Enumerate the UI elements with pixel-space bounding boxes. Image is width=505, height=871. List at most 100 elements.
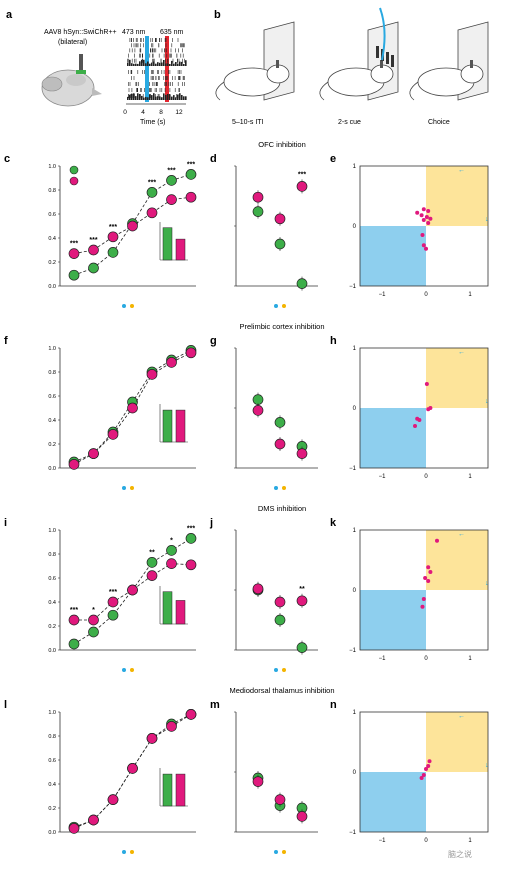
y-tick-label: 1.0 — [48, 346, 56, 352]
time-tick: 8 — [159, 109, 163, 116]
psth-bar — [163, 60, 165, 66]
psth-bar — [177, 63, 179, 66]
row-0: OFC inhibition c 0.0 0.2 0.4 0.6 0.8 1.0 *** *** *… — [4, 140, 489, 308]
psth-bar — [175, 97, 177, 100]
psth-bar — [151, 62, 153, 66]
psth-bar — [131, 63, 133, 66]
psth-bar — [169, 94, 171, 100]
panel-letter-n: n — [330, 699, 337, 711]
positive-quadrant — [426, 530, 488, 590]
panel-letter-m: m — [210, 699, 220, 711]
preference-point — [426, 764, 431, 768]
x-tick-label: 0 — [424, 474, 428, 480]
latency-point-inhibition — [252, 405, 264, 416]
point-inhibition — [166, 357, 177, 368]
arrow-down-icon: ↓ — [485, 216, 489, 223]
implant — [380, 60, 383, 68]
preference-point — [420, 604, 425, 609]
behavior-illustrations — [215, 7, 489, 101]
latency-point-no_inhibition — [296, 642, 308, 653]
significance-marker: *** — [89, 237, 97, 244]
odor-drop-icon — [282, 850, 286, 854]
psth-bar — [153, 61, 155, 66]
wavelength-blue: 473 nm — [122, 29, 146, 36]
psth-bar — [133, 63, 135, 66]
time-axis-ticks: 0 4 8 12 — [123, 109, 183, 116]
odor-drop-icon — [130, 486, 134, 490]
psth-bar — [141, 95, 143, 100]
row-1: Prelimbic cortex inhibition f 0.0 0.2 0.4 0.6… — [4, 322, 489, 490]
odor-drop-icon — [130, 668, 134, 672]
psth-bar — [151, 95, 153, 100]
psth-bar — [137, 63, 139, 66]
y-tick-label: 0 — [353, 406, 357, 412]
point-no_inhibition — [166, 545, 177, 556]
psth-bar — [185, 60, 187, 66]
psth-bar — [181, 95, 183, 100]
rat-tail — [215, 81, 225, 101]
panel-letter-d: d — [210, 153, 217, 165]
psth-bar — [161, 97, 163, 100]
preference-point — [426, 579, 431, 583]
preference-point — [427, 759, 432, 764]
psth-bar — [127, 62, 129, 66]
row-title: Mediodorsal thalamus inhibition — [229, 686, 334, 695]
preference-point — [424, 382, 429, 386]
point-inhibition — [166, 558, 177, 569]
psth-bar — [133, 93, 135, 100]
mouse-head-illustration — [41, 54, 102, 107]
x-tick-label: 1 — [468, 656, 472, 662]
legend-swatch-no-inhibition — [69, 165, 79, 175]
point-inhibition — [68, 248, 80, 259]
point-no_inhibition — [146, 187, 158, 198]
preference-point — [419, 776, 424, 780]
optic-fiber — [379, 7, 386, 61]
significance-marker: *** — [70, 241, 78, 248]
time-tick: 4 — [141, 109, 145, 116]
preference-point — [413, 424, 417, 428]
significance-marker: ** — [149, 549, 155, 556]
point-inhibition — [185, 191, 197, 203]
preference-point — [421, 597, 426, 601]
psth-bar — [129, 94, 131, 100]
point-inhibition — [107, 429, 119, 440]
caption-cue: 2-s cue — [338, 119, 361, 126]
x-tick-label: 0 — [424, 656, 428, 662]
arrow-down-icon: ↓ — [485, 762, 489, 769]
significance-marker: *** — [148, 179, 156, 186]
point-inhibition — [88, 244, 99, 256]
negative-quadrant — [360, 408, 426, 468]
psth-bar — [167, 63, 169, 66]
psth-bar — [135, 96, 137, 100]
preference-point — [424, 767, 428, 771]
psth-bar — [157, 62, 159, 66]
preference-point — [417, 418, 422, 422]
y-tick-label: 0.2 — [48, 624, 56, 630]
preference-point — [428, 406, 433, 410]
implant — [470, 60, 473, 68]
preference-point — [428, 216, 433, 221]
preference-point — [419, 213, 424, 218]
significance-marker: *** — [70, 607, 78, 614]
psth-bar — [135, 63, 137, 66]
y-tick-label: 1.0 — [48, 164, 56, 170]
psth-bar — [183, 96, 185, 100]
odor-drop-icon — [282, 486, 286, 490]
watermark: 脑之说 — [448, 849, 472, 859]
panel-letter-i: i — [4, 517, 7, 529]
y-tick-label: 0.2 — [48, 260, 56, 266]
time-axis-label: Time (s) — [140, 119, 165, 126]
panel-letter-j: j — [209, 517, 213, 529]
virus-label: AAV8 hSyn::SwiChR++ — [44, 29, 117, 36]
latency-point-inhibition — [274, 438, 286, 450]
latency-point-inhibition — [296, 448, 308, 459]
significance-marker: * — [170, 537, 173, 544]
x-tick-label: 0 — [424, 292, 428, 298]
inset-bar-no_inhibition — [162, 227, 173, 261]
psth-bar — [137, 93, 139, 100]
psth-bar — [185, 96, 187, 100]
significance-marker: *** — [109, 589, 117, 596]
point-inhibition — [146, 369, 158, 380]
preference-point — [421, 773, 426, 777]
x-tick-label: 1 — [468, 292, 472, 298]
